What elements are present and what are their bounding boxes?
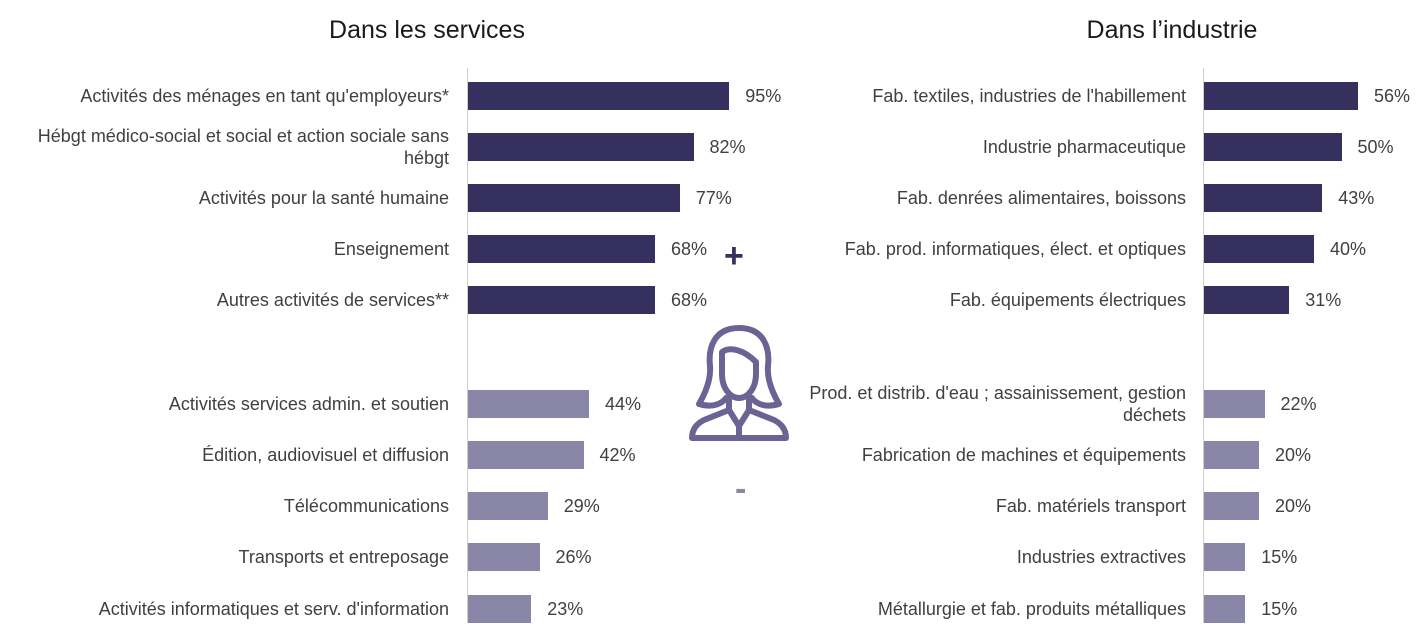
industry-value-label: 43%: [1338, 188, 1375, 208]
industry-value-label: 50%: [1357, 137, 1394, 157]
services-value-label: 29%: [563, 496, 600, 516]
services-category-label: Activités informatiques et serv. d'infor…: [98, 599, 449, 619]
services-value-label: 82%: [709, 137, 746, 157]
services-bar: [468, 82, 730, 110]
services-bar: [468, 133, 694, 161]
services-value-label: 23%: [547, 599, 584, 619]
minus-sign: -: [735, 470, 747, 508]
services-category-label: Transports et entreposage: [238, 547, 449, 567]
services-value-label: 95%: [745, 86, 782, 106]
industry-value-label: 20%: [1275, 445, 1312, 465]
services-value-label: 26%: [555, 547, 592, 567]
industry-value-label: 15%: [1261, 547, 1298, 567]
industry-bar: [1204, 82, 1358, 110]
industry-category-label: Industrie pharmaceutique: [982, 137, 1186, 157]
services-category-label: Télécommunications: [283, 496, 449, 516]
industry-value-label: 22%: [1280, 394, 1317, 414]
services-category-label: Hébgt médico-social et social et action …: [37, 126, 449, 168]
industry-category-label: Fab. denrées alimentaires, boissons: [896, 188, 1186, 208]
services-category-label: Activités des ménages en tant qu'employe…: [80, 86, 449, 106]
services-category-label: Activités services admin. et soutien: [168, 394, 449, 414]
services-bar: [468, 441, 584, 469]
services-value-label: 77%: [695, 188, 732, 208]
services-value-label: 68%: [671, 239, 708, 259]
industry-value-label: 31%: [1305, 290, 1342, 310]
services-bar: [468, 595, 532, 623]
services-category-label: Activités pour la santé humaine: [198, 188, 449, 208]
industry-category-label: Fabrication de machines et équipements: [861, 445, 1186, 465]
services-value-label: 44%: [605, 394, 642, 414]
services-category-label: Enseignement: [333, 239, 449, 259]
services-axis: [467, 68, 468, 623]
services-category-label: Autres activités de services**: [216, 290, 449, 310]
industry-bar: [1204, 184, 1323, 212]
services-bar: [468, 543, 540, 571]
woman-icon: [686, 322, 792, 449]
industry-bar: [1204, 390, 1265, 418]
industry-bar: [1204, 286, 1290, 314]
industry-bar: [1204, 595, 1246, 623]
services-bar: [468, 184, 680, 212]
industry-value-label: 15%: [1261, 599, 1298, 619]
industry-bar: [1204, 235, 1314, 263]
services-category-label: Édition, audiovisuel et diffusion: [202, 445, 449, 465]
industry-bar: [1204, 441, 1259, 469]
services-bar: [468, 286, 655, 314]
industry-category-label: Fab. prod. informatiques, élect. et opti…: [844, 239, 1186, 259]
industry-panel-title: Dans l’industrie: [1086, 16, 1258, 44]
industry-bar: [1204, 492, 1259, 520]
industry-category-label: Métallurgie et fab. produits métalliques: [877, 599, 1186, 619]
industry-category-label: Fab. textiles, industries de l'habilleme…: [872, 86, 1186, 106]
services-panel-title: Dans les services: [329, 16, 525, 44]
industry-bar: [1204, 543, 1246, 571]
services-bar: [468, 235, 655, 263]
plus-sign: +: [724, 237, 744, 275]
industry-value-label: 20%: [1275, 496, 1312, 516]
services-bar: [468, 492, 548, 520]
industry-category-label: Fab. matériels transport: [995, 496, 1186, 516]
industry-category-label: Industries extractives: [1016, 547, 1186, 567]
industry-category-label: Fab. équipements électriques: [949, 290, 1186, 310]
industry-axis: [1203, 68, 1204, 623]
services-value-label: 68%: [671, 290, 708, 310]
industry-value-label: 56%: [1374, 86, 1411, 106]
industry-bar: [1204, 133, 1342, 161]
services-value-label: 42%: [599, 445, 636, 465]
industry-value-label: 40%: [1330, 239, 1367, 259]
industry-category-label: Prod. et distrib. d'eau ; assainissement…: [809, 383, 1186, 425]
services-bar: [468, 390, 589, 418]
